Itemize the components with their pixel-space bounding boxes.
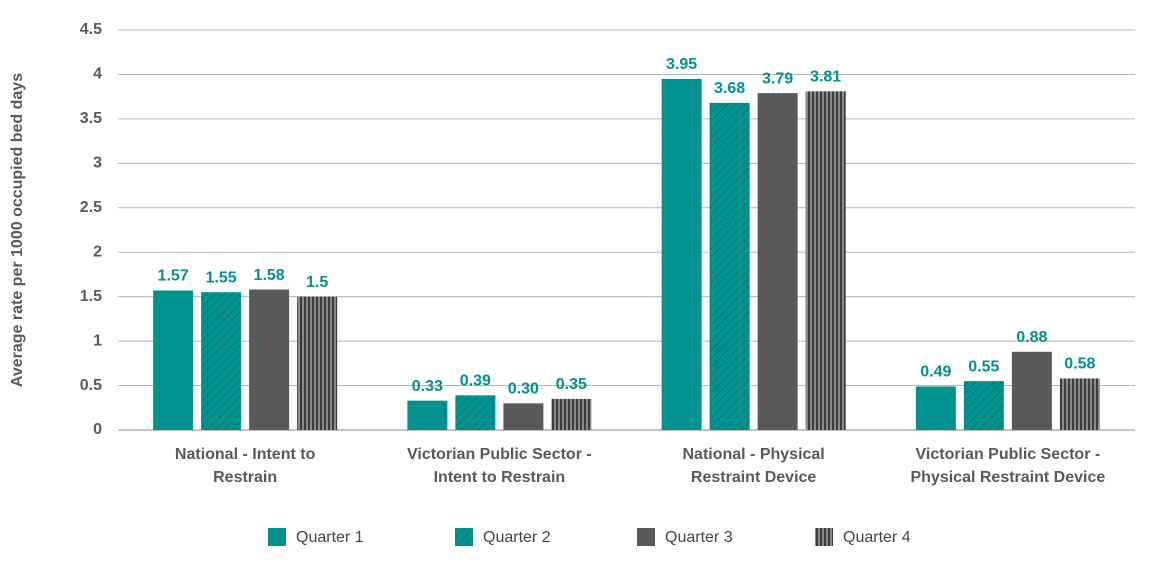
bar [201, 292, 242, 430]
data-label: 0.49 [920, 364, 951, 381]
y-axis-label: Average rate per 1000 occupied bed days [9, 73, 26, 387]
y-tick-label: 1 [93, 332, 102, 349]
x-tick-label: National - Physical [682, 446, 824, 463]
data-label: 0.30 [508, 381, 539, 398]
bar [1059, 378, 1100, 430]
bar [455, 395, 496, 430]
legend-swatch [268, 528, 286, 546]
bar [503, 403, 544, 430]
data-label: 3.68 [714, 80, 745, 97]
y-tick-label: 4 [93, 66, 102, 83]
data-label: 0.58 [1064, 356, 1095, 373]
bar [297, 296, 338, 430]
x-tick-label: National - Intent to [175, 446, 316, 463]
y-tick-label: 2 [93, 243, 102, 260]
data-label: 1.55 [206, 269, 237, 286]
bar [915, 386, 956, 430]
data-label: 1.5 [306, 274, 328, 291]
x-tick-label: Intent to Restrain [434, 469, 566, 486]
bar [709, 102, 750, 430]
bar [551, 398, 592, 430]
bar [963, 381, 1004, 430]
data-label: 0.88 [1016, 329, 1047, 346]
legend-swatch [637, 528, 655, 546]
data-label: 0.35 [556, 376, 587, 393]
data-label: 0.39 [460, 373, 491, 390]
bar [249, 289, 290, 430]
data-label: 1.57 [158, 268, 189, 285]
data-label: 3.81 [810, 69, 841, 86]
y-tick-label: 2.5 [80, 199, 102, 216]
legend-label: Quarter 3 [665, 529, 733, 546]
y-tick-label: 0 [93, 421, 102, 438]
data-label: 3.95 [666, 56, 697, 73]
legend-label: Quarter 4 [843, 529, 911, 546]
y-tick-label: 4.5 [80, 21, 102, 38]
legend-label: Quarter 1 [296, 529, 364, 546]
y-tick-label: 3.5 [80, 110, 102, 127]
y-tick-label: 1.5 [80, 288, 102, 305]
bar [153, 290, 194, 430]
data-label: 0.33 [412, 378, 443, 395]
x-tick-label: Victorian Public Sector - [407, 446, 592, 463]
bar [805, 91, 846, 430]
bar [407, 400, 448, 430]
x-tick-label: Restraint Device [691, 469, 816, 486]
bar [757, 93, 798, 430]
data-label: 0.55 [968, 358, 999, 375]
x-tick-label: Victorian Public Sector - [916, 446, 1101, 463]
legend-label: Quarter 2 [483, 529, 551, 546]
x-tick-label: Physical Restraint Device [910, 469, 1105, 486]
legend-swatch [455, 528, 473, 546]
y-tick-label: 3 [93, 155, 102, 172]
y-tick-label: 0.5 [80, 377, 102, 394]
legend-swatch [815, 528, 833, 546]
data-label: 1.58 [254, 267, 285, 284]
data-label: 3.79 [762, 70, 793, 87]
bar [1011, 351, 1052, 430]
bar [661, 78, 702, 430]
x-tick-label: Restrain [213, 469, 277, 486]
